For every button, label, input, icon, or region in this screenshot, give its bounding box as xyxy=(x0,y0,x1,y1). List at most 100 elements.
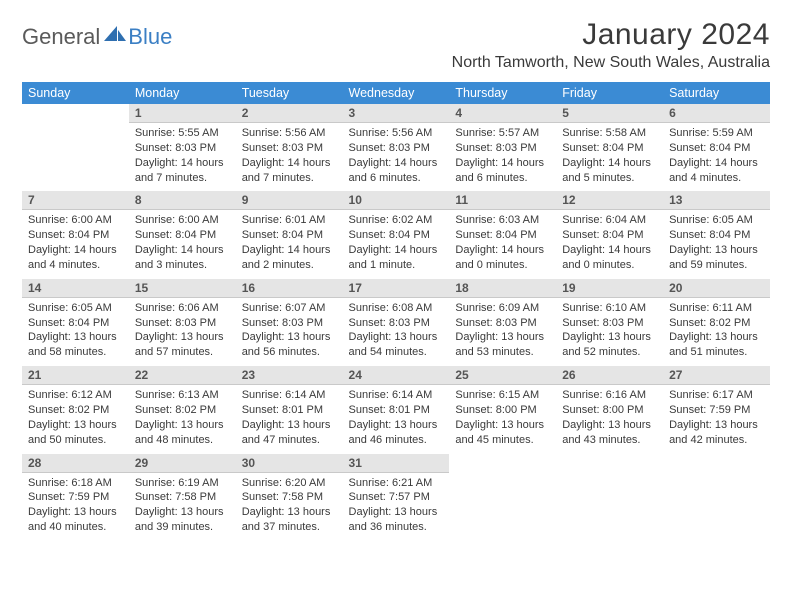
sunrise-line: Sunrise: 6:05 AM xyxy=(28,301,123,316)
day-details: Sunrise: 5:55 AMSunset: 8:03 PMDaylight:… xyxy=(129,123,236,191)
sunset-line: Sunset: 8:03 PM xyxy=(455,316,550,331)
sunset-line: Sunset: 8:04 PM xyxy=(349,228,444,243)
sunset-line: Sunset: 8:02 PM xyxy=(28,403,123,418)
daylight-line: Daylight: 14 hours and 6 minutes. xyxy=(455,156,550,186)
sunset-line: Sunset: 8:03 PM xyxy=(349,316,444,331)
sunset-line: Sunset: 8:04 PM xyxy=(135,228,230,243)
sunset-line: Sunset: 8:03 PM xyxy=(349,141,444,156)
sunrise-line: Sunrise: 5:55 AM xyxy=(135,126,230,141)
sunrise-line: Sunrise: 6:07 AM xyxy=(242,301,337,316)
weekday-header: Monday xyxy=(129,82,236,104)
sunset-line: Sunset: 7:59 PM xyxy=(28,490,123,505)
day-details: Sunrise: 5:56 AMSunset: 8:03 PMDaylight:… xyxy=(343,123,450,191)
day-number: 28 xyxy=(22,454,129,473)
calendar-page: General Blue January 2024 North Tamworth… xyxy=(0,0,792,541)
calendar-body: 1Sunrise: 5:55 AMSunset: 8:03 PMDaylight… xyxy=(22,104,770,541)
daylight-line: Daylight: 13 hours and 40 minutes. xyxy=(28,505,123,535)
daylight-line: Daylight: 13 hours and 39 minutes. xyxy=(135,505,230,535)
day-number: 17 xyxy=(343,279,450,298)
sunrise-line: Sunrise: 6:09 AM xyxy=(455,301,550,316)
calendar-cell: 16Sunrise: 6:07 AMSunset: 8:03 PMDayligh… xyxy=(236,279,343,366)
day-number: 19 xyxy=(556,279,663,298)
day-number: 7 xyxy=(22,191,129,210)
day-details: Sunrise: 6:09 AMSunset: 8:03 PMDaylight:… xyxy=(449,298,556,366)
daylight-line: Daylight: 13 hours and 56 minutes. xyxy=(242,330,337,360)
day-details: Sunrise: 6:04 AMSunset: 8:04 PMDaylight:… xyxy=(556,210,663,278)
calendar-cell: 7Sunrise: 6:00 AMSunset: 8:04 PMDaylight… xyxy=(22,191,129,278)
day-details: Sunrise: 6:11 AMSunset: 8:02 PMDaylight:… xyxy=(663,298,770,366)
daylight-line: Daylight: 13 hours and 37 minutes. xyxy=(242,505,337,535)
sunset-line: Sunset: 8:04 PM xyxy=(669,228,764,243)
day-number: 12 xyxy=(556,191,663,210)
day-number: 6 xyxy=(663,104,770,123)
month-title: January 2024 xyxy=(452,18,770,52)
day-number: 16 xyxy=(236,279,343,298)
calendar-cell: 3Sunrise: 5:56 AMSunset: 8:03 PMDaylight… xyxy=(343,104,450,191)
sunset-line: Sunset: 8:03 PM xyxy=(562,316,657,331)
calendar-cell: 27Sunrise: 6:17 AMSunset: 7:59 PMDayligh… xyxy=(663,366,770,453)
sunset-line: Sunset: 8:03 PM xyxy=(242,141,337,156)
calendar-cell: 23Sunrise: 6:14 AMSunset: 8:01 PMDayligh… xyxy=(236,366,343,453)
sunrise-line: Sunrise: 6:15 AM xyxy=(455,388,550,403)
day-number xyxy=(22,104,129,108)
day-details: Sunrise: 5:59 AMSunset: 8:04 PMDaylight:… xyxy=(663,123,770,191)
daylight-line: Daylight: 14 hours and 5 minutes. xyxy=(562,156,657,186)
daylight-line: Daylight: 13 hours and 51 minutes. xyxy=(669,330,764,360)
daylight-line: Daylight: 13 hours and 53 minutes. xyxy=(455,330,550,360)
sunset-line: Sunset: 8:02 PM xyxy=(135,403,230,418)
calendar-cell: 10Sunrise: 6:02 AMSunset: 8:04 PMDayligh… xyxy=(343,191,450,278)
sunrise-line: Sunrise: 5:58 AM xyxy=(562,126,657,141)
day-number: 27 xyxy=(663,366,770,385)
daylight-line: Daylight: 14 hours and 1 minute. xyxy=(349,243,444,273)
sunrise-line: Sunrise: 6:00 AM xyxy=(28,213,123,228)
calendar-cell: 5Sunrise: 5:58 AMSunset: 8:04 PMDaylight… xyxy=(556,104,663,191)
sunrise-line: Sunrise: 6:03 AM xyxy=(455,213,550,228)
calendar-cell: 24Sunrise: 6:14 AMSunset: 8:01 PMDayligh… xyxy=(343,366,450,453)
day-number: 1 xyxy=(129,104,236,123)
weekday-header: Tuesday xyxy=(236,82,343,104)
daylight-line: Daylight: 13 hours and 58 minutes. xyxy=(28,330,123,360)
calendar-row: 7Sunrise: 6:00 AMSunset: 8:04 PMDaylight… xyxy=(22,191,770,278)
sunset-line: Sunset: 8:04 PM xyxy=(562,141,657,156)
logo: General Blue xyxy=(22,18,172,50)
day-number xyxy=(663,454,770,458)
day-details: Sunrise: 6:17 AMSunset: 7:59 PMDaylight:… xyxy=(663,385,770,453)
logo-text-part2: Blue xyxy=(128,24,172,50)
sunrise-line: Sunrise: 5:56 AM xyxy=(349,126,444,141)
daylight-line: Daylight: 13 hours and 48 minutes. xyxy=(135,418,230,448)
header: General Blue January 2024 North Tamworth… xyxy=(22,18,770,72)
day-details: Sunrise: 5:58 AMSunset: 8:04 PMDaylight:… xyxy=(556,123,663,191)
day-number xyxy=(449,454,556,458)
sunset-line: Sunset: 8:03 PM xyxy=(455,141,550,156)
daylight-line: Daylight: 13 hours and 36 minutes. xyxy=(349,505,444,535)
sunset-line: Sunset: 8:01 PM xyxy=(242,403,337,418)
day-number xyxy=(556,454,663,458)
calendar-cell xyxy=(556,454,663,541)
sunrise-line: Sunrise: 6:01 AM xyxy=(242,213,337,228)
daylight-line: Daylight: 13 hours and 50 minutes. xyxy=(28,418,123,448)
sunset-line: Sunset: 8:04 PM xyxy=(242,228,337,243)
day-details: Sunrise: 6:07 AMSunset: 8:03 PMDaylight:… xyxy=(236,298,343,366)
calendar-cell: 6Sunrise: 5:59 AMSunset: 8:04 PMDaylight… xyxy=(663,104,770,191)
day-number: 5 xyxy=(556,104,663,123)
day-number: 29 xyxy=(129,454,236,473)
sunrise-line: Sunrise: 6:13 AM xyxy=(135,388,230,403)
day-details: Sunrise: 6:10 AMSunset: 8:03 PMDaylight:… xyxy=(556,298,663,366)
calendar-cell: 9Sunrise: 6:01 AMSunset: 8:04 PMDaylight… xyxy=(236,191,343,278)
calendar-cell: 13Sunrise: 6:05 AMSunset: 8:04 PMDayligh… xyxy=(663,191,770,278)
sunrise-line: Sunrise: 5:57 AM xyxy=(455,126,550,141)
calendar-row: 14Sunrise: 6:05 AMSunset: 8:04 PMDayligh… xyxy=(22,279,770,366)
daylight-line: Daylight: 13 hours and 42 minutes. xyxy=(669,418,764,448)
day-number: 25 xyxy=(449,366,556,385)
sunset-line: Sunset: 8:03 PM xyxy=(135,141,230,156)
calendar-cell: 28Sunrise: 6:18 AMSunset: 7:59 PMDayligh… xyxy=(22,454,129,541)
day-details: Sunrise: 6:15 AMSunset: 8:00 PMDaylight:… xyxy=(449,385,556,453)
weekday-header: Sunday xyxy=(22,82,129,104)
day-details: Sunrise: 6:21 AMSunset: 7:57 PMDaylight:… xyxy=(343,473,450,541)
sunset-line: Sunset: 8:04 PM xyxy=(455,228,550,243)
calendar-cell: 11Sunrise: 6:03 AMSunset: 8:04 PMDayligh… xyxy=(449,191,556,278)
sunset-line: Sunset: 8:00 PM xyxy=(562,403,657,418)
day-details: Sunrise: 6:06 AMSunset: 8:03 PMDaylight:… xyxy=(129,298,236,366)
weekday-header: Friday xyxy=(556,82,663,104)
day-number: 14 xyxy=(22,279,129,298)
